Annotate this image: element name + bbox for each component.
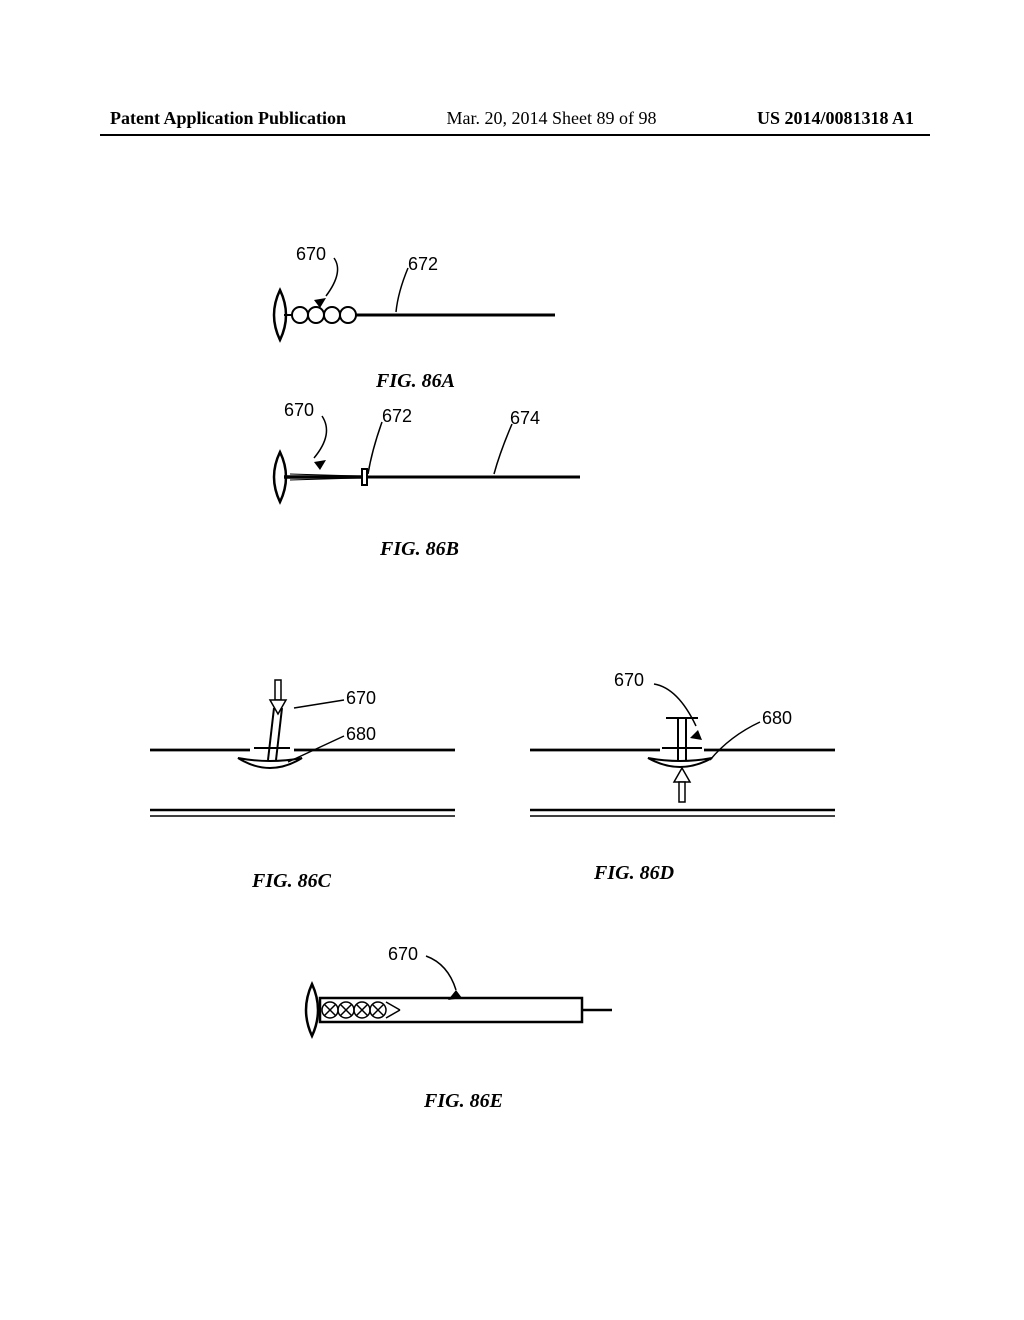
fig-86a-caption: FIG. 86A xyxy=(376,370,455,393)
header-mid: Mar. 20, 2014 Sheet 89 of 98 xyxy=(447,108,657,129)
lead-672-86b xyxy=(368,416,388,476)
ref-670-86b: 670 xyxy=(284,400,314,421)
ref-670-86e: 670 xyxy=(388,944,418,965)
ref-680-86d: 680 xyxy=(762,708,792,729)
header-left: Patent Application Publication xyxy=(110,108,346,129)
lead-670-86b xyxy=(314,410,344,464)
fig-86c-caption: FIG. 86C xyxy=(252,870,331,893)
lead-670-86e xyxy=(418,952,468,994)
fig-86a-drawing xyxy=(270,270,570,365)
page-header: Patent Application Publication Mar. 20, … xyxy=(0,108,1024,129)
ref-680-86c: 680 xyxy=(346,724,376,745)
ref-670-86d: 670 xyxy=(614,670,644,691)
lead-672-86a xyxy=(396,262,416,314)
fig-86e-caption: FIG. 86E xyxy=(424,1090,503,1113)
header-right: US 2014/0081318 A1 xyxy=(757,108,914,129)
ref-670-86a: 670 xyxy=(296,244,326,265)
lead-670-86d xyxy=(648,680,708,730)
lead-680-86c xyxy=(288,734,348,766)
fig-86d-caption: FIG. 86D xyxy=(594,862,674,885)
header-rule xyxy=(100,134,930,136)
fig-86b-caption: FIG. 86B xyxy=(380,538,459,561)
ref-670-86c: 670 xyxy=(346,688,376,709)
lead-680-86d xyxy=(710,718,766,764)
lead-670-86a xyxy=(326,252,356,302)
lead-674-86b xyxy=(494,418,516,476)
lead-670-86c xyxy=(294,698,350,712)
